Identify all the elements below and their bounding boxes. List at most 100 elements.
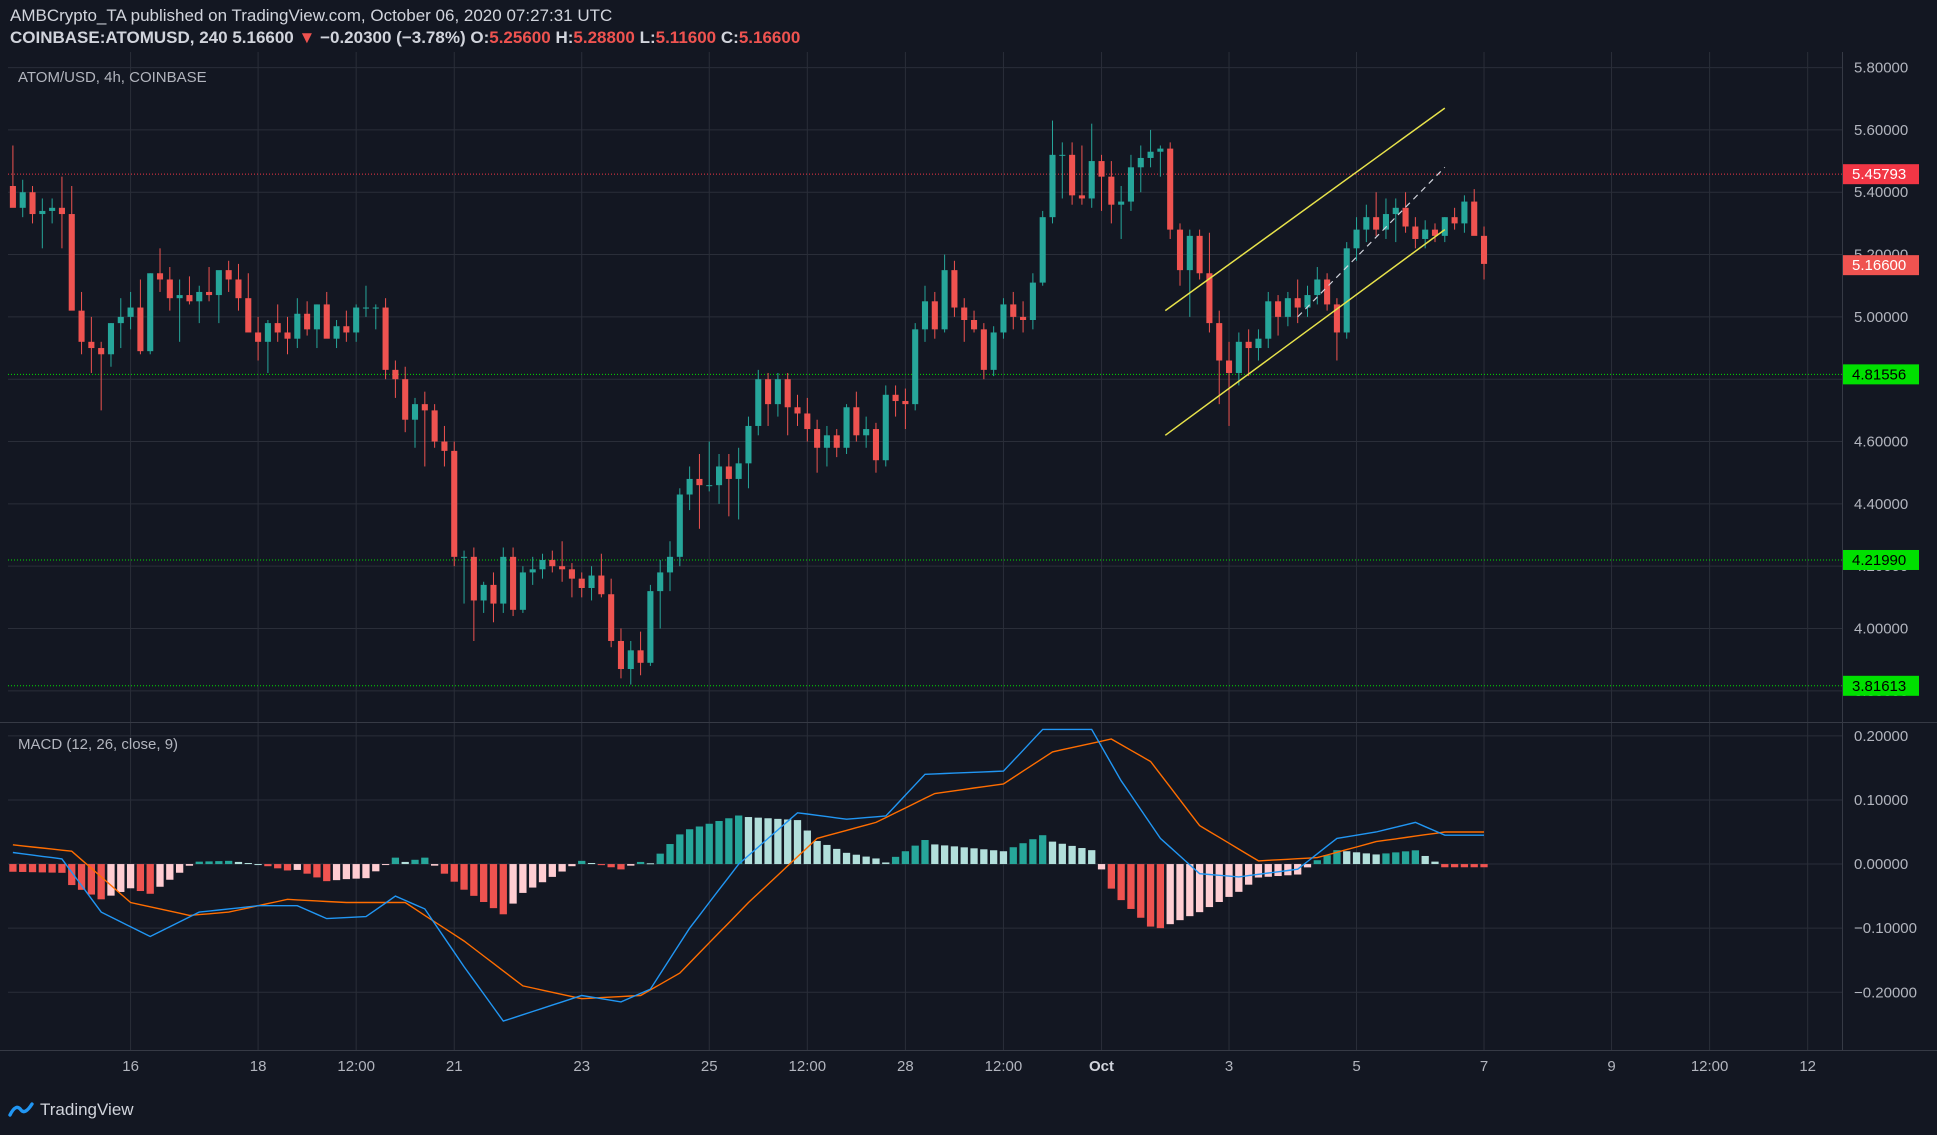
candle [598,553,605,598]
candle [814,419,821,473]
histogram-bar [244,862,252,865]
chart-header: AMBCrypto_TA published on TradingView.co… [0,0,1937,52]
candle [1039,210,1046,286]
candle-body [206,291,213,296]
candle [647,584,654,666]
histogram-bar [470,864,478,896]
symbol-label[interactable]: COINBASE:ATOMUSD, 240 [10,28,228,47]
histogram-bar [323,864,331,882]
chart-canvas[interactable]: 5.800005.600005.400005.200005.000004.800… [0,52,1937,1090]
candle [1000,298,1007,339]
candle-body [1275,301,1282,317]
low-label: L: [639,28,656,47]
candle-body [637,650,644,663]
publisher-name[interactable]: AMBCrypto_TA [10,6,126,25]
time-tick-label: 7 [1480,1058,1488,1075]
candle [284,316,291,355]
candle-body [490,584,497,604]
candle [1167,142,1174,239]
histogram-bar [156,864,164,887]
candle-body [627,650,634,670]
candle [304,301,311,336]
histogram-bar [264,864,272,867]
price-tick-label: 5.80000 [1854,60,1908,77]
candle-body [421,404,428,411]
histogram-bar [1146,864,1155,927]
histogram-bar [568,864,576,867]
last-price-label: 5.16600 [1852,257,1906,274]
histogram-bar [1401,851,1410,865]
histogram-bar [666,844,674,865]
candle [411,397,419,448]
candle-body [147,273,154,352]
candle-body [696,478,703,486]
candle [323,291,330,339]
candle-body [725,466,732,479]
candle-body [549,559,556,567]
candle [441,425,448,467]
candle-body [1461,201,1468,224]
candle [1353,217,1360,261]
macd-axis: 0.20000 0.10000 0.00000 −0.10000 −0.20000 [1854,728,1917,1001]
histogram-bar [1048,841,1057,865]
candle [1275,295,1282,336]
candle [588,566,595,601]
candle-body [29,192,36,215]
candle [980,323,987,380]
time-tick-label: 12 [1799,1058,1816,1075]
candle-body [863,429,870,436]
candle-body [1157,148,1164,152]
candle [794,394,801,426]
candle-body [647,591,654,663]
histogram-bar [1480,864,1488,868]
histogram-bar [1431,861,1439,865]
candle [735,447,742,520]
histogram-bar [646,863,655,865]
tradingview-logo-icon [8,1102,34,1117]
candle [264,320,271,373]
candle [1363,204,1370,243]
histogram-bar [1156,864,1165,929]
ascending-channel [1164,107,1446,436]
candle [294,298,301,349]
candle [657,559,664,629]
candle [470,547,477,641]
time-tick-label: 5 [1352,1058,1360,1075]
candle [833,429,840,458]
time-tick-label: 25 [701,1058,718,1075]
histogram-bar [146,864,154,894]
candle-body [519,572,526,610]
candle-body [284,332,291,339]
histogram-bar [931,844,939,865]
candle-body [245,298,252,333]
candle [402,366,409,433]
candle-body [1284,298,1291,317]
macd-tick-label: 0.00000 [1854,856,1908,873]
histogram-bar [725,818,733,865]
candle [853,391,860,442]
histogram-bar [607,864,615,868]
candle-body [1304,295,1311,308]
histogram-bar [901,851,910,865]
histogram-bar [1274,864,1282,877]
histogram-bar [695,826,704,865]
candle [568,563,575,598]
candle-body [951,270,958,308]
histogram-bar [774,818,782,865]
price-tick-label: 4.60000 [1854,434,1908,451]
candle-body [402,379,409,420]
candle-body [1441,217,1448,236]
macd-tick-label: 0.10000 [1854,792,1908,809]
candle [696,454,703,529]
time-tick-label: 12:00 [337,1058,375,1075]
candle [1069,142,1076,205]
candle-body [814,429,821,448]
histogram-bar [882,862,890,865]
candle [1294,279,1301,324]
candle-body [78,310,85,342]
tradingview-brand[interactable]: TradingView [8,1100,134,1120]
candle-body [1471,201,1478,236]
histogram-bar [489,864,498,909]
candle [1304,285,1311,317]
candle-body [774,379,781,405]
